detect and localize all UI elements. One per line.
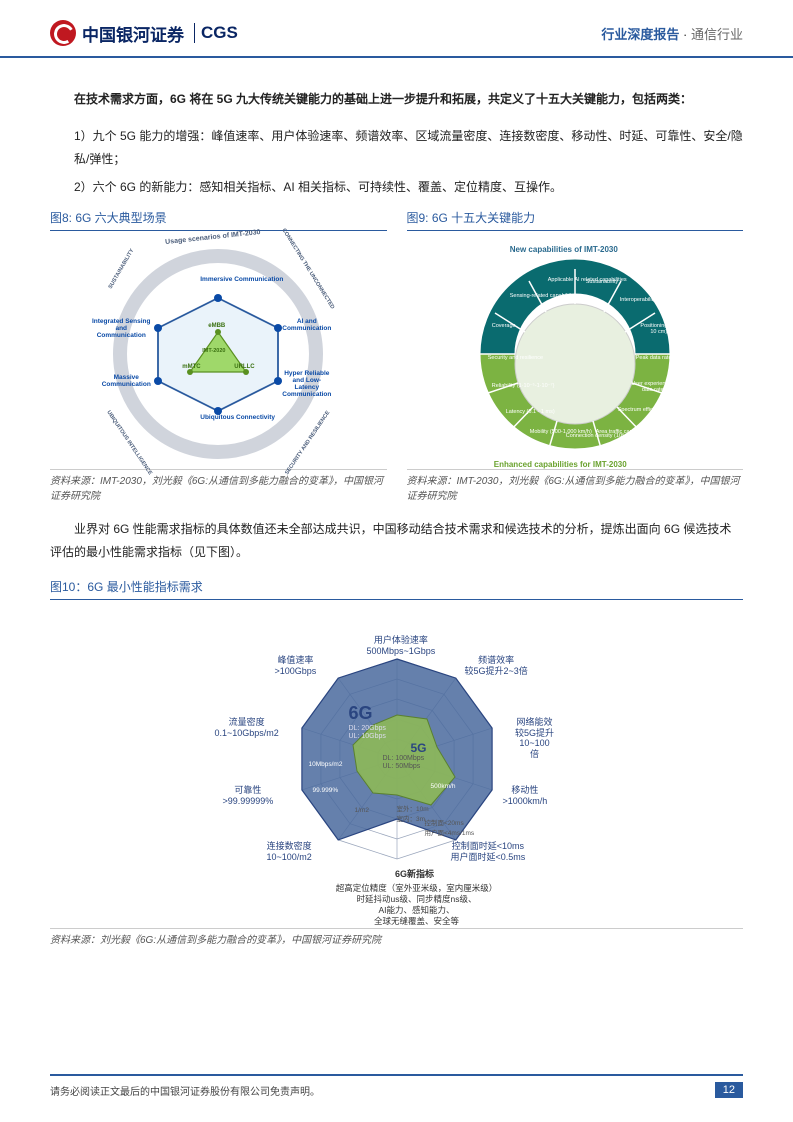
radar-new-items: 超高定位精度（室外亚米级，室内厘米级） 时延抖动us级、同步精度ns级、 AI能… bbox=[287, 883, 547, 927]
arc-top: New capabilities of IMT-2030 bbox=[510, 245, 618, 254]
slice-e2: Reliability (1·10⁻⁵-1·10⁻⁷) bbox=[492, 383, 555, 389]
figure-10-source: 资料来源：刘光毅《6G:从通信到多能力融合的变革》，中国银河证券研究院 bbox=[50, 928, 743, 948]
arc-title: Usage scenarios of IMT-2030 bbox=[165, 229, 261, 246]
figure-8-source: 资料来源：IMT-2030，刘光毅《6G:从通信到多能力融合的变革》，中国银河证… bbox=[50, 469, 387, 504]
radar-6g-label: 6G bbox=[349, 703, 373, 724]
ax-7: 可靠性>99.99999% bbox=[223, 785, 274, 807]
tri-mmtc: mMTC bbox=[182, 364, 200, 371]
ax-6: 连接数密度10~100/m2 bbox=[267, 841, 312, 863]
header-sep: · bbox=[679, 27, 691, 42]
hex-v1: AI and Communication bbox=[282, 318, 331, 332]
ax-0: 用户体验速率500Mbps~1Gbps bbox=[367, 635, 436, 657]
figure-10: 图10：6G 最小性能指标需求 bbox=[50, 578, 743, 948]
ax-1: 频谱效率较5G提升2~3倍 bbox=[465, 655, 528, 677]
page-header: 中国银河证券 CGS 行业深度报告 · 通信行业 bbox=[0, 0, 793, 58]
logo-icon bbox=[50, 20, 76, 46]
logo-text-zh: 中国银河证券 bbox=[82, 21, 184, 46]
figure-8: 图8: 6G 六大典型场景 Usage scenarios of IMT-203… bbox=[50, 209, 387, 504]
arc-connect: CONNECTING THE UNCONNECTED bbox=[281, 228, 336, 311]
page-footer: 请务必阅读正文最后的中国银河证券股份有限公司免责声明。 12 bbox=[50, 1074, 743, 1098]
ax-3: 移动性>1000km/h bbox=[503, 785, 548, 807]
tri-center: IMT-2020 bbox=[202, 348, 225, 354]
figure-row-8-9: 图8: 6G 六大典型场景 Usage scenarios of IMT-203… bbox=[50, 209, 743, 504]
mid-para: 业界对 6G 性能需求指标的具体数值还未全部达成共识，中国移动结合技术需求和候选… bbox=[50, 518, 743, 564]
content: 在技术需求方面，6G 将在 5G 九大传统关键能力的基础上进一步提升和拓展，共定… bbox=[0, 58, 793, 948]
logo-text-en: CGS bbox=[194, 23, 238, 43]
slice-e8: Area traffic capacity bbox=[596, 429, 644, 435]
ax-4: 控制面时延<10ms用户面时延<0.5ms bbox=[451, 841, 526, 863]
ax-8: 流量密度0.1~10Gbps/m2 bbox=[215, 717, 279, 739]
tick-1: 1/m2 bbox=[355, 807, 369, 814]
industry-name: 通信行业 bbox=[691, 27, 743, 42]
intro-list-1: 1）九个 5G 能力的增强：峰值速率、用户体验速率、频谱效率、区域流量密度、连接… bbox=[50, 125, 743, 171]
figure-8-body: Usage scenarios of IMT-2030 SUSTAINABILI… bbox=[50, 239, 387, 469]
arc-security: SECURITY AND RESILIENCE bbox=[284, 410, 331, 476]
slice-n3: Interoperability bbox=[620, 297, 656, 303]
hex-v0: Immersive Communication bbox=[200, 276, 283, 283]
logo-block: 中国银河证券 CGS bbox=[50, 20, 238, 46]
slice-n5: Positioning (1 - 10 cm) bbox=[638, 323, 680, 335]
slice-e1: Peak data rate bbox=[636, 355, 672, 361]
radar-6g-dl: DL: 20Gbps UL: 10Gbps bbox=[349, 725, 386, 742]
intro-list-2: 2）六个 6G 的新能力：感知相关指标、AI 相关指标、可持续性、覆盖、定位精度… bbox=[50, 176, 743, 199]
ax-2: 网络能效较5G提升10~100 倍 bbox=[503, 717, 567, 760]
tri-eMBB: eMBB bbox=[208, 323, 225, 330]
tick-5: 控制面<20ms 用户面<4ms/1ms bbox=[425, 817, 475, 837]
hex-v2: Hyper Reliable and Low-Latency Communica… bbox=[282, 370, 331, 399]
intro-para: 在技术需求方面，6G 将在 5G 九大传统关键能力的基础上进一步提升和拓展，共定… bbox=[50, 88, 743, 111]
radar-chart: 用户体验速率500Mbps~1Gbps 频谱效率较5G提升2~3倍 网络能效较5… bbox=[227, 613, 567, 923]
slice-e3: User experienced data rate bbox=[626, 381, 680, 393]
slice-e0: Security and resilience bbox=[488, 355, 543, 361]
slice-n1: Sustainability bbox=[586, 279, 618, 285]
hex-v5: Integrated Sensing and Communication bbox=[90, 318, 152, 339]
tri-urllc: URLLC bbox=[234, 364, 254, 371]
slice-n2: Sensing-related capabilities bbox=[510, 293, 577, 299]
ax-9: 峰值速率>100Gbps bbox=[275, 655, 317, 677]
figure-9-body: New capabilities of IMT-2030 Enhanced ca… bbox=[407, 239, 744, 469]
figure-8-title: 图8: 6G 六大典型场景 bbox=[50, 209, 387, 231]
radar-5g-dl: DL: 100Mbps UL: 50Mbps bbox=[383, 755, 425, 772]
hex-v3: Ubiquitous Connectivity bbox=[200, 414, 275, 421]
page-number: 12 bbox=[715, 1082, 743, 1098]
figure-9: 图9: 6G 十五大关键能力 bbox=[407, 209, 744, 504]
arc-sustain: SUSTAINABILITY bbox=[108, 248, 136, 290]
arc-ubiq: UBIQUITOUS INTELLIGENCE bbox=[106, 410, 154, 477]
figure-10-body: 用户体验速率500Mbps~1Gbps 频谱效率较5G提升2~3倍 网络能效较5… bbox=[50, 608, 743, 928]
slice-e5: Spectrum efficiency bbox=[618, 407, 666, 413]
figure-9-title: 图9: 6G 十五大关键能力 bbox=[407, 209, 744, 231]
header-right: 行业深度报告 · 通信行业 bbox=[601, 24, 743, 43]
tick-0: 10Mbps/m2 bbox=[309, 761, 343, 768]
slice-n4: Coverage bbox=[492, 323, 516, 329]
tick-3: 500km/h bbox=[431, 783, 456, 790]
hexagon: Immersive Communication AI and Communica… bbox=[148, 294, 288, 415]
hex-svg bbox=[148, 294, 288, 415]
radar-5g-label: 5G bbox=[411, 741, 427, 755]
hex-v4: Massive Communication bbox=[98, 374, 154, 388]
figure-9-source: 资料来源：IMT-2030，刘光毅《6G:从通信到多能力融合的变革》，中国银河证… bbox=[407, 469, 744, 504]
usage-scenarios-ring: Usage scenarios of IMT-2030 SUSTAINABILI… bbox=[113, 249, 323, 459]
slice-e4: Latency (0.1 - 1 ms) bbox=[506, 409, 555, 415]
figure-10-title: 图10：6G 最小性能指标需求 bbox=[50, 578, 743, 600]
tick-2: 99.999% bbox=[313, 787, 339, 794]
radar-new-title: 6G新指标 bbox=[335, 869, 495, 881]
disclaimer: 请务必阅读正文最后的中国银河证券股份有限公司免责声明。 bbox=[50, 1083, 320, 1098]
arc-bottom: Enhanced capabilities for IMT-2030 bbox=[494, 460, 627, 469]
report-type: 行业深度报告 bbox=[601, 27, 679, 42]
capabilities-wheel: New capabilities of IMT-2030 Enhanced ca… bbox=[470, 249, 680, 459]
